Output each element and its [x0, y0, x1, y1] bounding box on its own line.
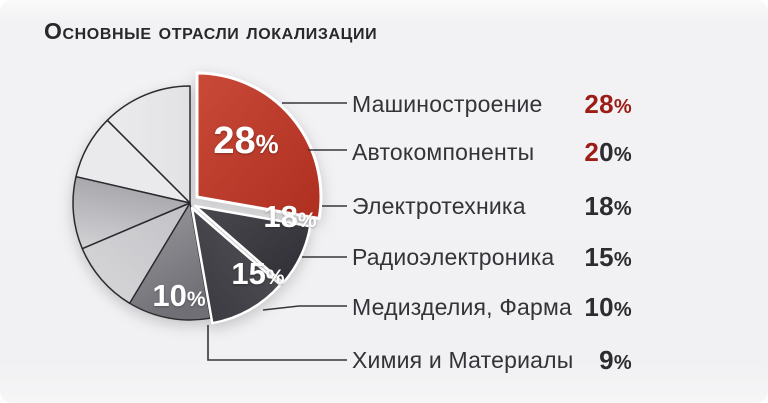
leader-line	[207, 325, 347, 361]
pie-slice-labels: 10% 15% 18% 28%	[152, 120, 316, 313]
pie-slice	[106, 85, 191, 204]
legend-value: 9%	[599, 344, 632, 375]
pie-slice	[72, 175, 191, 250]
pie-slice	[129, 202, 211, 321]
pie-slices	[72, 71, 323, 325]
pie-slice	[195, 71, 323, 220]
leader-lines	[207, 102, 347, 361]
legend-row: Радиоэлектроника 15%	[352, 242, 632, 272]
pie-slice	[193, 204, 312, 285]
pie-slice	[81, 202, 191, 305]
legend-row: Машиностроение 28%	[352, 89, 632, 119]
legend-value: 10%	[584, 291, 632, 322]
legend-value: 15%	[584, 241, 632, 272]
pie-slice	[190, 206, 282, 325]
pie-slice-label: 15%	[231, 256, 284, 291]
pie-slice-label: 10%	[152, 278, 205, 313]
legend-label: Химия и Материалы	[352, 346, 574, 373]
legend-label: Электротехника	[352, 192, 526, 219]
legend-label: Медизделия, Фарма	[352, 293, 573, 320]
chart-title: Основные отрасли локализации	[44, 18, 378, 44]
leader-line	[262, 305, 347, 311]
legend-label: Машиностроение	[352, 90, 543, 117]
legend-value: 28%	[584, 88, 632, 119]
legend-row: Медизделия, Фарма 10%	[352, 292, 632, 322]
legend-value: 20%	[584, 136, 632, 167]
legend-label: Радиоэлектроника	[352, 243, 555, 270]
legend-label: Автокомпоненты	[352, 138, 535, 165]
pie-slice-label: 18%	[263, 199, 316, 234]
legend-row: Электротехника 18%	[352, 191, 632, 221]
legend-row: Химия и Материалы 9%	[352, 345, 632, 375]
legend-row: Автокомпоненты 20%	[352, 137, 632, 167]
legend-value: 18%	[584, 190, 632, 221]
pie-slice-label: 28%	[213, 120, 278, 162]
